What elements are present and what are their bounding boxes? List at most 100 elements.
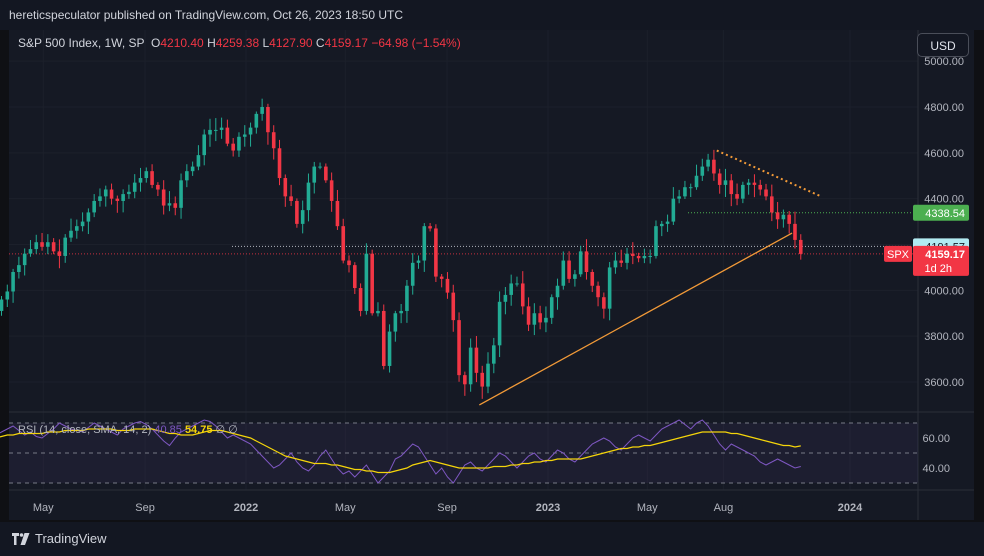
candle xyxy=(109,183,114,205)
candle-body xyxy=(57,251,62,256)
candle-body xyxy=(700,166,705,176)
rsi-tick-label: 60.00 xyxy=(922,433,950,445)
candle xyxy=(17,256,21,279)
candle-body xyxy=(347,260,351,266)
brand-name: TradingView xyxy=(35,531,107,546)
change-value: −64.98 (−1.54%) xyxy=(371,36,461,50)
candle xyxy=(341,218,346,264)
candle-body xyxy=(358,288,363,311)
trendline-falling-resistance-dotted xyxy=(716,149,822,198)
candle-body xyxy=(607,267,612,309)
footer-bar xyxy=(0,522,984,556)
candle-body xyxy=(544,317,548,323)
candle xyxy=(480,365,485,399)
candle xyxy=(277,139,282,186)
candle xyxy=(590,269,595,293)
candle xyxy=(457,312,461,382)
candle-body xyxy=(654,226,658,256)
candle xyxy=(735,183,739,206)
chart-area[interactable] xyxy=(9,30,974,520)
candle xyxy=(69,218,73,242)
candle-body xyxy=(353,265,357,289)
candle xyxy=(607,261,612,321)
candle-body xyxy=(410,262,415,286)
candle xyxy=(723,168,728,197)
candle xyxy=(515,276,519,287)
candle-body xyxy=(468,347,473,385)
candle xyxy=(11,268,15,303)
candle xyxy=(463,371,467,396)
symbol-legend[interactable]: S&P 500 Index, 1W, SP O4210.40 H4259.38 … xyxy=(18,36,461,50)
candle-body xyxy=(150,171,154,185)
candle-body xyxy=(179,180,183,208)
candle xyxy=(712,149,716,181)
candle xyxy=(544,306,548,333)
candle-body xyxy=(127,191,131,195)
candle xyxy=(746,178,751,195)
candle-body xyxy=(51,242,56,252)
low-label: L xyxy=(262,36,270,50)
candle-body xyxy=(613,260,618,268)
candle xyxy=(764,183,768,201)
candle-body xyxy=(770,196,774,213)
candle xyxy=(132,174,137,199)
rsi-panel xyxy=(0,419,918,484)
time-tick-label: May xyxy=(335,502,356,514)
candle-body xyxy=(798,239,803,254)
candle xyxy=(173,196,178,216)
candle-body xyxy=(405,285,409,311)
candle xyxy=(619,249,624,267)
candle-body xyxy=(173,203,178,208)
candle-body xyxy=(214,129,218,131)
candle-body xyxy=(46,242,50,247)
close-value: 4159.17 xyxy=(324,36,368,50)
candle-body xyxy=(341,226,346,261)
grid-lines xyxy=(9,30,974,520)
candle-body xyxy=(631,253,635,256)
candle xyxy=(115,195,120,213)
candle-body xyxy=(492,345,496,364)
support-price-tag-label: 4338.54 xyxy=(925,208,965,220)
time-tick-label: 2023 xyxy=(536,502,560,514)
tradingview-logo[interactable]: TradingView xyxy=(12,531,107,546)
candle-body xyxy=(202,134,207,156)
candle-body xyxy=(596,285,600,298)
candle-body xyxy=(729,180,734,195)
candle-body xyxy=(555,285,560,298)
candle-body xyxy=(219,127,224,130)
candle-body xyxy=(329,180,334,201)
candle-body xyxy=(625,253,629,263)
candle-body xyxy=(688,187,693,189)
candle-body xyxy=(75,226,79,231)
candle xyxy=(335,189,340,230)
time-tick-label: Aug xyxy=(714,502,734,514)
candle-body xyxy=(190,166,195,172)
candle xyxy=(161,180,166,215)
currency-button[interactable]: USD xyxy=(917,33,969,57)
candle xyxy=(22,248,27,276)
candle xyxy=(329,172,334,212)
candle-body xyxy=(793,223,797,240)
candle-body xyxy=(758,184,763,190)
candle-body xyxy=(723,180,728,185)
candle xyxy=(103,185,108,207)
candle xyxy=(631,242,635,265)
candle xyxy=(602,292,606,319)
candle xyxy=(63,234,68,263)
time-tick-label: 2024 xyxy=(838,502,863,514)
candle-body xyxy=(503,294,508,302)
candle xyxy=(214,118,218,142)
candle xyxy=(665,214,670,232)
candle-body xyxy=(300,210,305,224)
candle-body xyxy=(98,196,102,201)
candle xyxy=(706,153,710,172)
publisher-bar xyxy=(0,0,984,30)
candle-body xyxy=(636,255,641,259)
candle xyxy=(393,310,398,342)
candle xyxy=(729,174,734,207)
candle-body xyxy=(741,184,745,199)
candle xyxy=(225,119,230,147)
candle-body xyxy=(422,226,427,261)
rsi-legend[interactable]: RSI (14, close, SMA, 14, 2) 40.85 54.75 … xyxy=(18,423,238,436)
